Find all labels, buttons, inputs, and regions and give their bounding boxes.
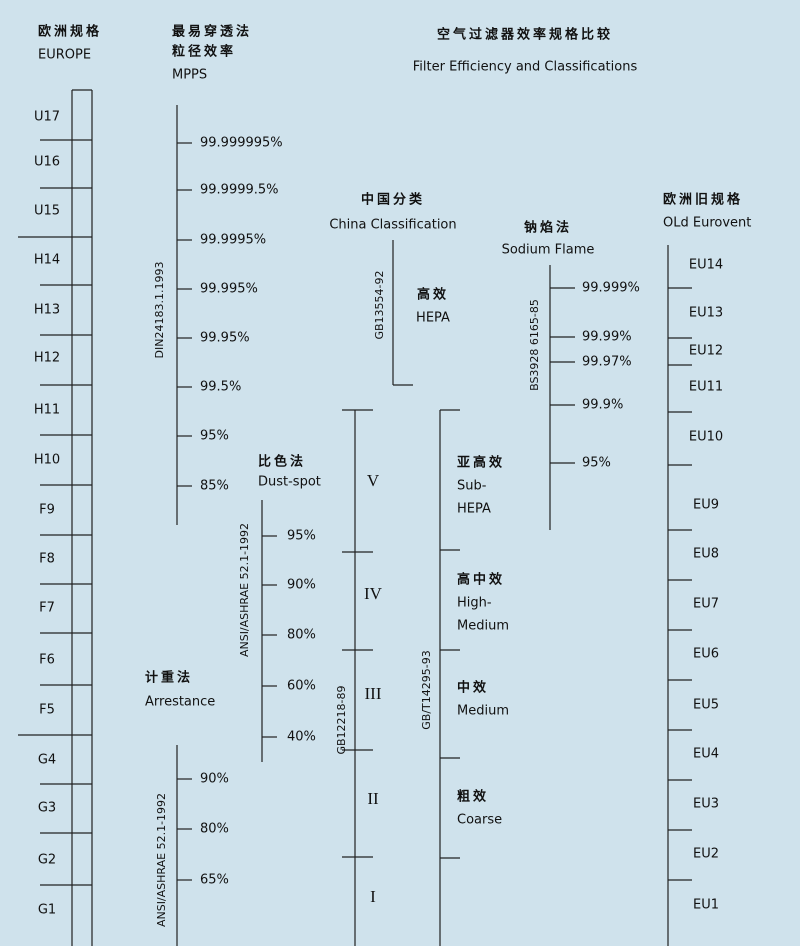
class-label: EU1 [693, 898, 719, 913]
column-header: OLd Eurovent [663, 216, 751, 231]
class-label: EU7 [693, 597, 719, 612]
column-header: Dust-spot [258, 475, 321, 490]
standard-label: ANSI/ASHRAE 52.1-1992 [238, 523, 251, 657]
grade-label: I [370, 887, 376, 906]
grade-label: 粗效 [457, 789, 489, 805]
class-label: H13 [34, 303, 60, 318]
efficiency-label: 85% [200, 479, 229, 494]
column-header: 计重法 [145, 670, 193, 686]
class-label: F6 [39, 653, 55, 668]
efficiency-label: 99.99% [582, 330, 632, 345]
column-header: 中国分类 [361, 192, 425, 208]
grade-label: 高中效 [457, 572, 505, 588]
grade-label: HEPA [416, 311, 450, 326]
grade-label: 中效 [457, 680, 489, 696]
class-label: EU12 [689, 344, 723, 359]
efficiency-label: 99.995% [200, 282, 258, 297]
class-label: G1 [38, 903, 56, 918]
efficiency-label: 95% [287, 529, 316, 544]
grade-label: IV [364, 584, 383, 603]
class-label: EU3 [693, 797, 719, 812]
grade-label: HEPA [457, 502, 491, 517]
standard-label: ANSI/ASHRAE 52.1-1992 [155, 793, 168, 927]
column-header: MPPS [172, 68, 207, 83]
efficiency-label: 40% [287, 730, 316, 745]
class-label: H14 [34, 253, 60, 268]
efficiency-label: 99.97% [582, 355, 632, 370]
class-label: EU6 [693, 647, 719, 662]
column-header: 钠焰法 [524, 220, 572, 236]
class-label: G2 [38, 853, 56, 868]
class-label: EU14 [689, 258, 723, 273]
efficiency-label: 95% [200, 429, 229, 444]
standard-label: GB/T14295-93 [420, 650, 433, 729]
column-header: 粒径效率 [172, 44, 236, 60]
class-label: G3 [38, 801, 56, 816]
grade-label: Medium [457, 704, 509, 719]
standard-label: GB12218-89 [335, 685, 348, 754]
subtitle: Filter Efficiency and Classifications [413, 60, 638, 75]
class-label: U15 [34, 204, 60, 219]
efficiency-label: 80% [287, 628, 316, 643]
grade-label: Medium [457, 619, 509, 634]
class-label: F8 [39, 552, 55, 567]
title: 空气过滤器效率规格比较 [437, 27, 613, 43]
efficiency-label: 80% [200, 822, 229, 837]
grade-label: High- [457, 596, 492, 611]
grade-label: 亚高效 [457, 455, 505, 471]
efficiency-label: 90% [200, 772, 229, 787]
grade-label: 高效 [417, 287, 449, 303]
class-label: EU9 [693, 498, 719, 513]
efficiency-label: 99.9995% [200, 233, 266, 248]
class-label: U17 [34, 110, 60, 125]
class-label: H12 [34, 351, 60, 366]
class-label: EU11 [689, 380, 723, 395]
column-header: China Classification [329, 218, 456, 233]
standard-label: GB13554-92 [373, 270, 386, 339]
column-header: Sodium Flame [502, 243, 595, 258]
efficiency-label: 99.5% [200, 380, 241, 395]
efficiency-label: 65% [200, 873, 229, 888]
standard-label: DIN24183.1.1993 [153, 262, 166, 359]
class-label: EU2 [693, 847, 719, 862]
class-label: EU13 [689, 306, 723, 321]
column-header: 欧洲规格 [38, 24, 102, 40]
grade-label: II [367, 789, 379, 808]
class-label: EU5 [693, 698, 719, 713]
standard-label: BS3928 6165-85 [528, 299, 541, 391]
efficiency-label: 95% [582, 456, 611, 471]
grade-label: V [367, 471, 380, 490]
efficiency-label: 99.95% [200, 331, 250, 346]
column-header: 最易穿透法 [172, 24, 252, 40]
class-label: F9 [39, 503, 55, 518]
class-label: U16 [34, 155, 60, 170]
class-label: H11 [34, 403, 60, 418]
class-label: EU10 [689, 430, 723, 445]
class-label: EU8 [693, 547, 719, 562]
column-header: Arrestance [145, 695, 215, 710]
efficiency-label: 99.999% [582, 281, 640, 296]
class-label: F5 [39, 703, 55, 718]
efficiency-label: 99.9999.5% [200, 183, 279, 198]
efficiency-label: 90% [287, 578, 316, 593]
grade-label: Sub- [457, 479, 487, 494]
column-header: 比色法 [258, 454, 306, 470]
class-label: EU4 [693, 747, 719, 762]
class-label: H10 [34, 453, 60, 468]
grade-label: Coarse [457, 813, 502, 828]
efficiency-label: 99.9% [582, 398, 623, 413]
class-label: G4 [38, 753, 56, 768]
grade-label: III [365, 684, 382, 703]
column-header: 欧洲旧规格 [663, 192, 743, 208]
class-label: F7 [39, 601, 55, 616]
efficiency-label: 60% [287, 679, 316, 694]
column-header: EUROPE [38, 48, 91, 63]
efficiency-label: 99.999995% [200, 136, 283, 151]
